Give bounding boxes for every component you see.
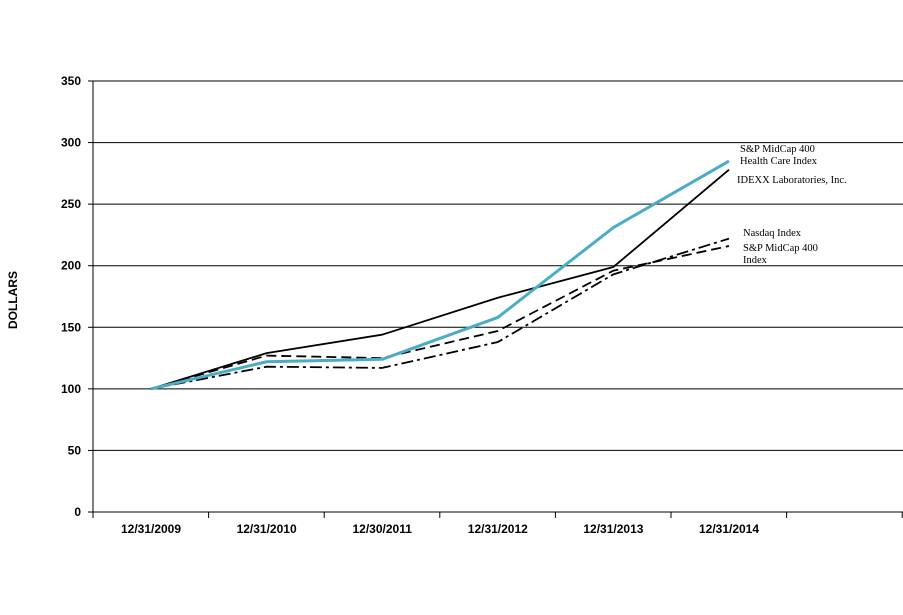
y-tick-label: 250 bbox=[61, 197, 81, 211]
x-tick-label: 12/31/2010 bbox=[237, 522, 297, 536]
y-tick-label: 0 bbox=[74, 505, 81, 519]
series-line-1 bbox=[150, 159, 730, 391]
gridlines bbox=[88, 80, 903, 513]
series-label-idexx: IDEXX Laboratories, Inc. bbox=[737, 175, 847, 186]
y-tick-label: 350 bbox=[61, 74, 81, 88]
x-tick-labels: 12/31/2009 12/31/2010 12/30/2011 12/31/2012… bbox=[121, 522, 759, 536]
series-label-sp-health-care-line2: Health Care Index bbox=[740, 156, 818, 167]
series-line-0 bbox=[150, 168, 730, 390]
series-line-3 bbox=[150, 245, 730, 390]
axes bbox=[92, 81, 903, 518]
y-tick-label: 300 bbox=[61, 136, 81, 150]
x-tick-label: 12/30/2011 bbox=[352, 522, 412, 536]
x-tick-label: 12/31/2012 bbox=[468, 522, 528, 536]
x-tick-label: 12/31/2014 bbox=[699, 522, 759, 536]
x-tick-label: 12/31/2013 bbox=[583, 522, 643, 536]
series-line-2 bbox=[150, 237, 730, 390]
series-labels: S&P MidCap 400 Health Care Index IDEXX L… bbox=[737, 144, 847, 266]
series-label-sp-midcap-line1: S&P MidCap 400 bbox=[743, 243, 818, 254]
x-tick-label: 12/31/2009 bbox=[121, 522, 181, 536]
y-tick-label: 150 bbox=[61, 320, 81, 334]
series-label-sp-midcap-line2: Index bbox=[743, 255, 768, 266]
series-label-nasdaq: Nasdaq Index bbox=[743, 228, 802, 239]
y-tick-label: 200 bbox=[61, 259, 81, 273]
series-lines bbox=[150, 159, 730, 391]
y-tick-label: 100 bbox=[61, 382, 81, 396]
y-tick-label: 50 bbox=[68, 443, 82, 457]
series-label-sp-health-care-line1: S&P MidCap 400 bbox=[740, 144, 815, 155]
y-tick-labels: 0 50 100 150 200 250 300 350 bbox=[61, 74, 81, 519]
y-axis-label: DOLLARS bbox=[6, 271, 20, 329]
